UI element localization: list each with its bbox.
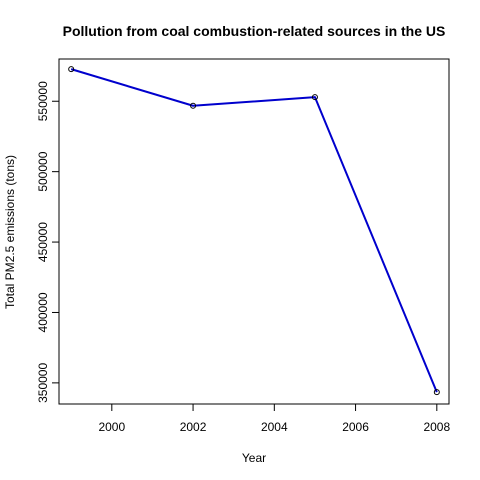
x-tick-label: 2008	[423, 420, 450, 434]
y-tick-label: 500000	[36, 151, 50, 191]
x-tick-label: 2000	[98, 420, 125, 434]
series-line	[70, 68, 438, 393]
x-tick-label: 2002	[180, 420, 207, 434]
data-point	[190, 102, 197, 109]
x-axis-label: Year	[242, 451, 266, 465]
x-axis: 2000 2002 2004 2006 2008	[98, 404, 450, 434]
y-tick-label: 450000	[36, 222, 50, 262]
plot-frame	[58, 58, 450, 405]
y-tick-label: 400000	[36, 292, 50, 332]
chart-title: Pollution from coal combustion-related s…	[63, 23, 446, 39]
x-tick-label: 2006	[342, 420, 369, 434]
y-axis-label: Total PM2.5 emissions (tons)	[3, 155, 17, 309]
y-tick-label: 350000	[36, 363, 50, 403]
y-axis: 350000 400000 450000 500000 550000	[36, 81, 59, 403]
data-point	[68, 66, 75, 73]
x-tick-label: 2004	[261, 420, 288, 434]
data-point	[433, 389, 440, 396]
data-point	[311, 94, 318, 101]
series-layer	[68, 66, 440, 396]
y-tick-label: 550000	[36, 81, 50, 121]
